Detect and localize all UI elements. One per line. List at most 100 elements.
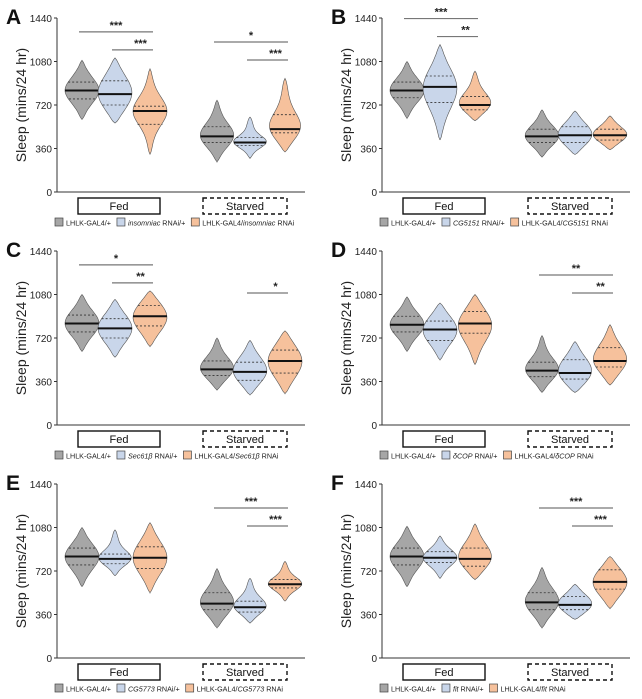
panel-e-chart: E Sleep (mins/24 hr) 0 360 720 1080 1440 *** ***… xyxy=(6,472,305,694)
group-label-starved: Starved xyxy=(551,434,589,446)
y-tick-label: 0 xyxy=(46,188,52,199)
significance-label: *** xyxy=(134,38,148,50)
legend-label: LHLK-GAL4/CG5151 RNAi xyxy=(522,219,609,228)
y-tick-label: 1080 xyxy=(355,291,378,302)
group-label-fed: Fed xyxy=(110,201,129,213)
y-tick-label: 1440 xyxy=(355,14,378,25)
legend-swatch xyxy=(116,217,126,227)
legend-label-part: RNAi/+ xyxy=(480,219,505,228)
violin xyxy=(592,115,628,150)
legend-label-part: Sec61β xyxy=(235,452,260,461)
panel-letter: C xyxy=(6,239,21,262)
y-tick-label: 720 xyxy=(35,101,52,112)
violin xyxy=(267,330,303,395)
y-tick-label: 1440 xyxy=(355,480,378,491)
y-tick-label: 360 xyxy=(360,145,377,156)
legend-label-part: fit xyxy=(541,685,548,694)
legend-label: LHLK-GAL4/+ xyxy=(66,219,111,228)
legend-label-part: fit xyxy=(453,685,460,694)
y-tick-label: 0 xyxy=(46,421,52,432)
legend-swatch xyxy=(54,217,64,227)
legend-label: LHLK-GAL4/insomniac RNAi xyxy=(202,219,294,228)
legend-label-part: δCOP xyxy=(453,452,473,461)
legend-label-part: CG5151 xyxy=(562,219,589,228)
panel-d-chart: D Sleep (mins/24 hr) 0 360 720 1080 1440 ** ** Fe… xyxy=(331,239,630,461)
significance-label: *** xyxy=(245,496,259,508)
legend-label-part: RNAi xyxy=(547,685,566,694)
legend-label: LHLK-GAL4/+ xyxy=(391,219,436,228)
legend-swatch xyxy=(116,683,126,693)
y-axis-label: Sleep (mins/24 hr) xyxy=(338,281,354,395)
legend-label-part: RNAi/+ xyxy=(155,685,180,694)
panel-letter: D xyxy=(331,239,346,262)
significance-label: *** xyxy=(269,48,283,60)
group-box-fed xyxy=(402,663,486,681)
legend-swatch xyxy=(510,217,520,227)
legend-label-part: LHLK-GAL4/+ xyxy=(66,685,111,694)
group-label-fed: Fed xyxy=(435,201,454,213)
legend-label-part: CG5151 xyxy=(453,219,480,228)
y-tick-label: 1440 xyxy=(30,14,53,25)
legend-swatch xyxy=(379,450,389,460)
y-axis-label: Sleep (mins/24 hr) xyxy=(338,48,354,162)
legend-label: insomniac RNAi/+ xyxy=(128,219,185,228)
significance-label: ** xyxy=(596,281,605,293)
group-label-fed: Fed xyxy=(435,434,454,446)
legend-label-part: CG5773 xyxy=(237,685,264,694)
group-label-starved: Starved xyxy=(226,201,264,213)
legend-swatch xyxy=(441,217,451,227)
legend-swatch xyxy=(185,683,195,693)
legend-label-part: LHLK-GAL4/+ xyxy=(66,452,111,461)
significance-label: ** xyxy=(572,263,581,275)
y-tick-label: 1080 xyxy=(30,524,53,535)
violin xyxy=(199,568,235,629)
y-tick-label: 360 xyxy=(360,611,377,622)
legend-label: LHLK-GAL4/δCOP RNAi xyxy=(515,452,595,461)
legend-label-part: RNAi xyxy=(275,219,294,228)
legend-swatch xyxy=(190,217,200,227)
group-box-fed xyxy=(77,197,161,215)
panel-d: D Sleep (mins/24 hr) 0 360 720 1080 1440 ** ** Fe… xyxy=(325,233,642,466)
legend-label-part: LHLK-GAL4/ xyxy=(197,685,238,694)
violin xyxy=(98,529,132,577)
panel-c: C Sleep (mins/24 hr) 0 360 720 1080 1440 * ** * Fe… xyxy=(0,233,321,466)
legend-label: Sec61β RNAi/+ xyxy=(128,452,177,461)
legend-label: δCOP RNAi/+ xyxy=(453,452,498,461)
violin xyxy=(524,109,560,158)
y-tick-label: 1440 xyxy=(355,247,378,258)
legend-label: fit RNAi/+ xyxy=(453,685,484,694)
violin xyxy=(199,99,235,163)
y-axis-label: Sleep (mins/24 hr) xyxy=(338,514,354,628)
legend-label: CG5151 RNAi/+ xyxy=(453,219,505,228)
legend-label-part: RNAi xyxy=(575,452,594,461)
significance-label: * xyxy=(273,281,278,293)
legend-label: LHLK-GAL4/+ xyxy=(66,685,111,694)
y-tick-label: 0 xyxy=(371,421,377,432)
group-box-fed xyxy=(402,430,486,448)
panel-letter: E xyxy=(6,472,20,495)
significance-label: *** xyxy=(269,514,283,526)
panel-f: F Sleep (mins/24 hr) 0 360 720 1080 1440 *** ***… xyxy=(325,466,642,699)
violin xyxy=(592,324,628,386)
legend-swatch xyxy=(116,450,126,460)
group-box-fed xyxy=(402,197,486,215)
legend-label-part: RNAi xyxy=(589,219,608,228)
group-label-fed: Fed xyxy=(435,667,454,679)
y-tick-label: 720 xyxy=(360,334,377,345)
y-tick-label: 720 xyxy=(35,567,52,578)
legend-label-part: Sec61β xyxy=(128,452,153,461)
significance-label: *** xyxy=(110,20,124,32)
significance-label: ** xyxy=(461,25,470,37)
legend-label-part: LHLK-GAL4/+ xyxy=(66,219,111,228)
group-box-starved xyxy=(527,430,613,448)
y-tick-label: 360 xyxy=(35,145,52,156)
legend-label: LHLK-GAL4/Sec61β RNAi xyxy=(194,452,278,461)
group-box-starved xyxy=(527,663,613,681)
legend-swatch xyxy=(379,217,389,227)
violin xyxy=(422,302,458,361)
legend-label: LHLK-GAL4/fit RNAi xyxy=(501,685,567,694)
legend-label: LHLK-GAL4/+ xyxy=(66,452,111,461)
legend-label-part: LHLK-GAL4/ xyxy=(522,219,563,228)
legend-swatch xyxy=(54,683,64,693)
